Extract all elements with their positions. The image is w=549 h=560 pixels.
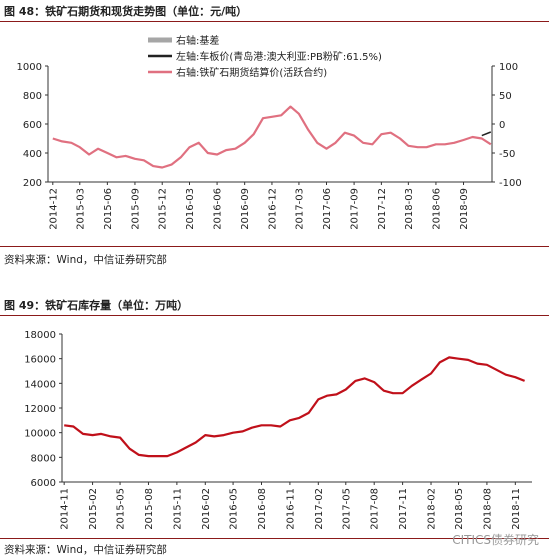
- watermark: CITICS债券研究: [452, 533, 539, 547]
- legend-spot-price-label: 左轴:车板价(青岛港:澳大利亚:PB粉矿:61.5%): [176, 50, 382, 63]
- figure-49-title: 图 49：铁矿石库存量（单位：万吨）: [4, 299, 189, 312]
- right-y-tick-label: -100: [499, 178, 522, 189]
- x-tick-label: 2016-09: [240, 188, 251, 230]
- y-tick-label: 10000: [24, 429, 56, 440]
- y-tick-label: 14000: [24, 379, 56, 390]
- y-tick-label: 8000: [31, 453, 56, 464]
- left-y-tick-label: 1000: [17, 62, 42, 73]
- right-y-tick-label: 50: [499, 91, 512, 102]
- left-y-tick-label: 600: [23, 120, 42, 131]
- x-tick-label: 2015-08: [144, 488, 155, 530]
- x-tick-label: 2014-11: [60, 488, 71, 530]
- figure-49-bottom-rule: [0, 538, 549, 539]
- legend-basis-label: 右轴:基差: [176, 34, 219, 47]
- y-tick-label: 6000: [31, 478, 56, 489]
- inventory-line: [64, 356, 526, 458]
- left-y-tick-label: 800: [23, 91, 42, 102]
- x-tick-label: 2015-11: [172, 488, 183, 530]
- futures-price-line: [52, 105, 492, 169]
- left-y-tick-label: 400: [23, 149, 42, 160]
- x-tick-label: 2018-06: [431, 188, 442, 230]
- x-tick-label: 2016-06: [213, 188, 224, 230]
- x-tick-label: 2018-09: [459, 188, 470, 230]
- legend-futures-price-label: 右轴:铁矿石期货结算价(活跃合约): [176, 66, 327, 79]
- x-tick-label: 2017-12: [377, 188, 388, 230]
- figure-48-source: 资料来源：Wind，中信证券研究部: [4, 254, 167, 266]
- x-tick-label: 2015-02: [88, 488, 99, 530]
- x-tick-label: 2016-11: [285, 488, 296, 530]
- left-y-tick-label: 200: [23, 178, 42, 189]
- y-tick-label: 18000: [24, 330, 56, 341]
- x-tick-label: 2018-05: [454, 488, 465, 530]
- x-tick-label: 2016-03: [185, 188, 196, 230]
- right-y-tick-label: 100: [499, 62, 518, 73]
- x-tick-label: 2017-06: [322, 188, 333, 230]
- iron-ore-inventory-chart: 6000 8000 10000 12000 14000 16000 18000 2014-11…: [24, 330, 532, 530]
- x-tick-label: 2017-02: [314, 488, 325, 530]
- x-tick-label: 2017-11: [398, 488, 409, 530]
- x-tick-label: 2015-03: [75, 188, 86, 230]
- figure-48-top-rule: [0, 21, 549, 22]
- x-tick-label: 2018-08: [482, 488, 493, 530]
- figure-48-title: 图 48：铁矿石期货和现货走势图（单位：元/吨）: [4, 5, 248, 18]
- x-tick-label: 2016-02: [201, 488, 212, 530]
- x-tick-label: 2017-09: [350, 188, 361, 230]
- x-tick-label: 2015-06: [103, 188, 114, 230]
- x-tick-label: 2018-11: [511, 488, 522, 530]
- x-tick-label: 2015-09: [130, 188, 141, 230]
- figure-49-source: 资料来源：Wind，中信证券研究部: [4, 544, 167, 556]
- figure-49-top-rule: [0, 315, 549, 316]
- x-tick-label: 2017-03: [294, 188, 305, 230]
- x-tick-label: 2016-12: [267, 188, 278, 230]
- x-tick-label: 2014-12: [48, 188, 59, 230]
- right-y-tick-label: 0: [499, 120, 505, 131]
- x-tick-label: 2017-05: [341, 488, 352, 530]
- x-tick-label: 2017-08: [370, 488, 381, 530]
- x-tick-label: 2018-03: [404, 188, 415, 230]
- y-tick-label: 16000: [24, 355, 56, 366]
- right-y-tick-label: -50: [499, 149, 515, 160]
- x-tick-label: 2016-05: [229, 488, 240, 530]
- x-tick-label: 2015-12: [158, 188, 169, 230]
- x-tick-label: 2015-05: [116, 488, 127, 530]
- iron-ore-price-chart: 200 400 600 800 1000 -100 -50 0 50 100 2014-12 2015…: [17, 34, 522, 230]
- spot-price-line: [481, 131, 492, 137]
- figure-48-bottom-rule: [0, 246, 549, 247]
- x-tick-label: 2018-02: [427, 488, 438, 530]
- x-tick-label: 2016-08: [257, 488, 268, 530]
- y-tick-label: 12000: [24, 404, 56, 415]
